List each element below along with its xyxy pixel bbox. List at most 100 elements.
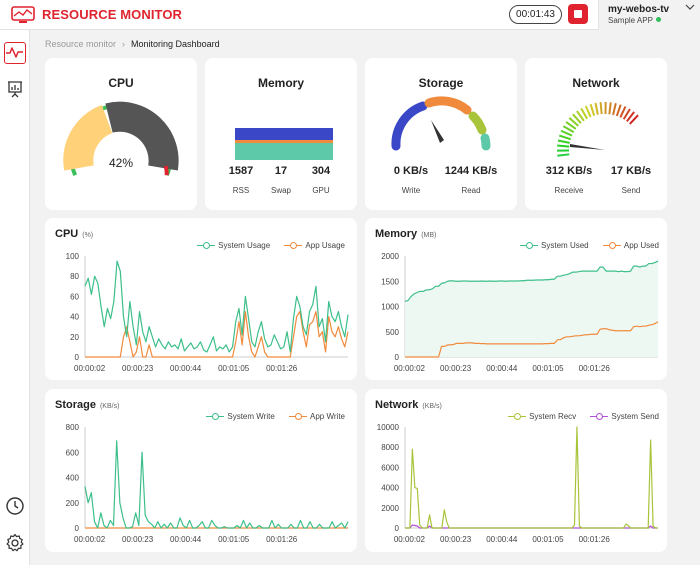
series-line-app-usage bbox=[85, 310, 349, 358]
storage-gauge-green-arc bbox=[468, 111, 487, 135]
series-line-app-used bbox=[405, 321, 659, 358]
y-tick-label: 800 bbox=[66, 423, 80, 432]
gauge-tick bbox=[589, 103, 596, 116]
legend-swatch bbox=[197, 242, 216, 249]
legend-swatch bbox=[284, 242, 303, 249]
memory-gpu-label: GPU bbox=[312, 186, 330, 195]
gear-icon bbox=[6, 533, 24, 552]
gauge-tick bbox=[612, 103, 617, 116]
legend-item-app-write[interactable]: App Write bbox=[289, 412, 345, 421]
y-tick-label: 6000 bbox=[381, 463, 399, 472]
storage-read-value: 1244 KB/s bbox=[445, 165, 498, 177]
x-tick-label: 00:00:44 bbox=[486, 535, 518, 544]
memory-swap-value: 17 bbox=[275, 165, 287, 177]
legend-label: System Recv bbox=[529, 412, 577, 421]
x-tick-label: 00:00:23 bbox=[122, 364, 154, 373]
storage-read-label: Read bbox=[461, 186, 480, 195]
device-app-label: Sample APP bbox=[608, 16, 653, 25]
gauge-tick bbox=[572, 113, 582, 124]
sidebar-item-presentation[interactable] bbox=[4, 78, 26, 100]
y-tick-label: 2000 bbox=[381, 504, 399, 513]
x-tick-label: 00:01:26 bbox=[579, 364, 611, 373]
x-tick-label: 00:01:05 bbox=[218, 364, 250, 373]
cpu-gauge-free-arc bbox=[105, 101, 179, 171]
series-line-system-recv bbox=[405, 426, 658, 529]
gauge-tick bbox=[565, 121, 577, 130]
gauge-tick bbox=[615, 104, 622, 117]
cpu-chart-title-text: CPU bbox=[55, 228, 79, 240]
memory-chart-card: Memory (MB) System Used App Used 0 500 1000… bbox=[365, 218, 667, 380]
y-tick-label: 600 bbox=[66, 448, 80, 457]
memory-gauge-title: Memory bbox=[257, 76, 304, 90]
network-gauge-title: Network bbox=[572, 76, 620, 90]
sidebar-item-activity[interactable] bbox=[4, 42, 26, 64]
x-tick-label: 00:01:26 bbox=[266, 535, 298, 544]
network-receive-label: Receive bbox=[555, 186, 584, 195]
breadcrumb-parent[interactable]: Resource monitor bbox=[45, 39, 117, 49]
x-tick-label: 00:00:02 bbox=[74, 364, 106, 373]
legend-item-system-recv[interactable]: System Recv bbox=[508, 412, 576, 421]
storage-write-value: 0 KB/s bbox=[394, 165, 428, 177]
gauge-tick bbox=[557, 153, 570, 157]
memory-bar-swap bbox=[235, 140, 333, 143]
network-send-label: Send bbox=[622, 186, 641, 195]
memory-gpu-value: 304 bbox=[312, 165, 331, 177]
storage-chart-legend: System Write App Write bbox=[194, 412, 345, 421]
gauge-tick bbox=[619, 106, 627, 118]
storage-gauge-needle bbox=[431, 120, 444, 143]
x-tick-label: 00:01:05 bbox=[532, 535, 564, 544]
cpu-gauge-card: CPU 42% bbox=[45, 58, 197, 210]
monitor-logo-icon bbox=[11, 6, 35, 23]
y-tick-label: 0 bbox=[75, 353, 80, 362]
legend-item-system-used[interactable]: System Used bbox=[520, 241, 589, 250]
network-chart-unit: (KB/s) bbox=[422, 403, 442, 410]
legend-item-system-usage[interactable]: System Usage bbox=[197, 241, 270, 250]
device-selector[interactable]: my-webos-tv Sample APP bbox=[598, 0, 700, 30]
sidebar-item-settings[interactable] bbox=[4, 532, 26, 554]
clock-icon bbox=[6, 497, 24, 515]
cpu-gauge: 42% bbox=[63, 101, 179, 176]
cpu-gauge-value: 42% bbox=[109, 156, 133, 170]
y-tick-label: 2000 bbox=[381, 252, 399, 261]
breadcrumb-current: Monitoring Dashboard bbox=[131, 39, 220, 49]
storage-chart-unit: (KB/s) bbox=[99, 403, 120, 410]
memory-chart-legend: System Used App Used bbox=[508, 241, 659, 250]
legend-item-app-usage[interactable]: App Usage bbox=[284, 241, 345, 250]
x-tick-label: 00:00:02 bbox=[74, 535, 106, 544]
x-tick-label: 00:00:23 bbox=[122, 535, 154, 544]
legend-swatch bbox=[590, 413, 609, 420]
cpu-chart-title: CPU (%) bbox=[55, 228, 93, 240]
gauge-tick bbox=[599, 102, 603, 115]
x-tick-label: 00:00:02 bbox=[394, 364, 426, 373]
legend-item-system-send[interactable]: System Send bbox=[590, 412, 659, 421]
legend-label: App Used bbox=[623, 241, 659, 250]
legend-item-system-write[interactable]: System Write bbox=[206, 412, 275, 421]
storage-chart-card: Storage (KB/s) System Write App Write 0 20… bbox=[45, 389, 357, 552]
legend-swatch bbox=[289, 413, 308, 420]
legend-label: System Write bbox=[227, 412, 275, 421]
gauge-tick bbox=[626, 111, 635, 123]
legend-item-app-used[interactable]: App Used bbox=[602, 241, 659, 250]
legend-label: App Usage bbox=[305, 241, 345, 250]
y-tick-label: 4000 bbox=[381, 484, 399, 493]
y-tick-label: 40 bbox=[70, 313, 79, 322]
cpu-chart-unit: (%) bbox=[82, 232, 94, 239]
gauge-tick bbox=[557, 144, 570, 148]
sidebar-item-history[interactable] bbox=[4, 495, 26, 517]
network-gauge-ticks bbox=[556, 101, 639, 157]
gauge-tick bbox=[608, 102, 612, 115]
storage-line-chart: 0 200 400 600 800 00:00:02 00:00:23 00:00:44 00:… bbox=[66, 423, 349, 544]
network-gauge-needle bbox=[570, 144, 605, 150]
x-tick-label: 00:01:05 bbox=[218, 535, 250, 544]
stop-button[interactable] bbox=[568, 4, 588, 24]
y-tick-label: 0 bbox=[75, 524, 80, 533]
cpu-chart-card: CPU (%) System Usage App Usage 0 20 40 60 80 1… bbox=[45, 218, 357, 380]
network-gauge: 312 KB/s 17 KB/s Receive Send bbox=[546, 101, 651, 195]
x-tick-label: 00:00:23 bbox=[440, 364, 472, 373]
y-tick-label: 200 bbox=[66, 499, 80, 508]
y-tick-label: 10000 bbox=[377, 423, 400, 432]
storage-gauge-blue-arc bbox=[391, 101, 428, 151]
device-app: Sample APP bbox=[608, 16, 661, 25]
presentation-chart-icon bbox=[8, 81, 22, 98]
memory-line-chart: 0 500 1000 1500 2000 00:00:02 00:00:23 00:00:44… bbox=[381, 252, 659, 373]
